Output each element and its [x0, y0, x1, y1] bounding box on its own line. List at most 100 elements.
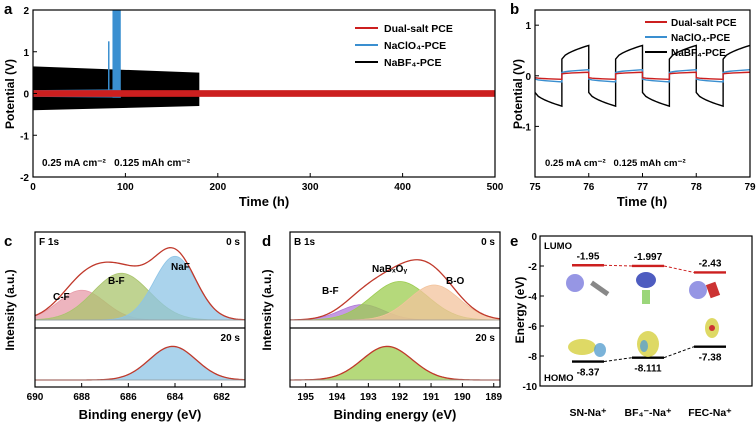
x-tick-label: 190: [454, 392, 471, 403]
series-naclo4-failure: [112, 10, 121, 98]
y-tick-label: 1: [23, 48, 29, 59]
lumo-value-label: -2.43: [699, 258, 722, 269]
molecule-fec: [705, 281, 721, 299]
panel-b-chart: 75 76 77 78 79 -1 0 1 Time (h) Potential (V) 0.…: [511, 9, 756, 209]
panel-a-xlabel: Time (h): [239, 194, 289, 209]
panel-e-chart: -10 -8 -6 -4 -2 0 -1.95 -8.37 -1.997 -8.111 -2.43 -…: [513, 232, 753, 419]
y-tick-label: -1: [522, 122, 531, 133]
x-tick-label: 193: [360, 392, 377, 403]
panel-b-annotation: 0.25 mA cm⁻² 0.125 mAh cm⁻²: [545, 158, 686, 169]
xps-envelope: [289, 259, 501, 321]
homo-value-label: -8.37: [577, 368, 600, 379]
panel-c-label-20s: 20 s: [221, 333, 241, 344]
panel-c-xlabel: Binding energy (eV): [79, 407, 202, 422]
y-tick-label: -2: [528, 262, 537, 273]
panel-d-frame: [289, 231, 501, 388]
orbital-homo-fec-2: [709, 325, 715, 331]
panel-c-label-0s: 0 s: [226, 237, 240, 248]
y-tick-label: -8: [528, 352, 537, 363]
x-tick-label: 686: [120, 392, 137, 403]
y-tick-label: 0: [531, 232, 537, 243]
lumo-value-label: -1.997: [634, 252, 663, 263]
legend-label: Dual-salt PCE: [384, 23, 453, 35]
x-tick-label: 78: [691, 182, 703, 193]
panel-d-title: B 1s: [294, 237, 316, 248]
panel-d-peak-bf: B-F: [322, 286, 339, 297]
y-tick-label: 0: [525, 72, 531, 83]
x-tick-label: 690: [27, 392, 44, 403]
homo-connector: [603, 357, 633, 363]
xps-peak-naf: [35, 346, 246, 381]
panel-letter-e: e: [510, 233, 518, 250]
homo-value-label: -8.111: [634, 364, 662, 375]
panel-b-legend: Dual-salt PCE NaClO₄-PCE NaBF₄-PCE: [645, 18, 737, 59]
panel-c-title: F 1s: [39, 237, 59, 248]
panel-a-annotation: 0.25 mA cm⁻² 0.125 mAh cm⁻²: [42, 158, 191, 169]
x-tick-label: 500: [487, 182, 504, 193]
panel-d-ylabel: Intensity (a.u.): [260, 269, 274, 350]
category-label: BF₄⁻-Na⁺: [624, 407, 671, 419]
panel-letter-a: a: [4, 1, 13, 18]
y-tick-label: 2: [23, 6, 29, 17]
panel-d-label-20s: 20 s: [476, 333, 496, 344]
x-tick-label: 200: [209, 182, 226, 193]
orbital-homo-sn: [568, 339, 596, 355]
category-label: FEC-Na⁺: [688, 407, 732, 419]
panel-b-ylabel: Potential (V): [511, 59, 525, 129]
x-tick-label: 400: [394, 182, 411, 193]
panel-d-chart: 195 194 193 192 191 190 189 B 1s 0 s 20 s B-F …: [260, 231, 503, 422]
lumo-value-label: -1.95: [577, 251, 600, 262]
category-label: SN-Na⁺: [569, 407, 607, 419]
xps-peak-nabxoy: [289, 346, 501, 381]
y-tick-label: -10: [523, 382, 538, 393]
x-tick-label: 0: [30, 182, 36, 193]
panel-e-lumo-label: LUMO: [544, 241, 572, 252]
molecule-sn: [590, 280, 610, 297]
panel-d-peak-bo: B-O: [446, 276, 465, 287]
x-tick-label: 194: [329, 392, 346, 403]
panel-a-ylabel: Potential (V): [3, 59, 17, 129]
homo-connector: [663, 346, 695, 359]
x-tick-label: 100: [117, 182, 134, 193]
series-dual-salt-band: [33, 90, 495, 97]
xps-envelope: [34, 247, 246, 321]
y-tick-label: 1: [525, 21, 531, 32]
panel-c-peak-naf: NaF: [171, 262, 190, 273]
orbital-homo-bf4-2: [640, 340, 648, 352]
lumo-connector: [603, 264, 633, 267]
panel-a-chart: 0 100 200 300 400 500 -2 -1 0 1 2 Time (h) Potenti…: [3, 6, 504, 209]
y-tick-label: 0: [23, 90, 29, 101]
y-tick-label: -6: [528, 322, 537, 333]
panel-d-peak-nabxoy: NaBₓOᵧ: [372, 264, 407, 275]
x-tick-label: 684: [167, 392, 184, 403]
lumo-connector: [663, 265, 695, 273]
x-tick-label: 76: [583, 182, 595, 193]
x-tick-label: 75: [529, 182, 541, 193]
panel-d-label-0s: 0 s: [481, 237, 495, 248]
panel-c-frame: [34, 231, 246, 388]
x-tick-label: 79: [744, 182, 756, 193]
panel-e-homo-label: HOMO: [544, 373, 574, 384]
x-tick-label: 688: [73, 392, 90, 403]
molecule-bf4: [642, 290, 650, 304]
legend-label: NaClO₄-PCE: [671, 33, 731, 44]
y-tick-label: -1: [20, 131, 29, 142]
y-tick-label: -4: [528, 292, 537, 303]
panel-b-xlabel: Time (h): [617, 194, 667, 209]
orbital-lumo-sn: [566, 274, 584, 292]
panel-e-ylabel: Energy (eV): [513, 277, 527, 344]
legend-label: NaClO₄-PCE: [384, 40, 446, 52]
panel-c-peak-cf: C-F: [53, 292, 70, 303]
panel-e-frame: [539, 235, 753, 387]
orbital-renderings: [566, 272, 721, 357]
x-tick-label: 195: [297, 392, 314, 403]
panel-c-peak-bf: B-F: [108, 276, 125, 287]
series-line: [534, 71, 751, 81]
legend-label: Dual-salt PCE: [671, 18, 737, 29]
panel-c-chart: 690 688 686 684 682 F 1s 0 s 20 s C-F B-F Na…: [3, 231, 246, 422]
x-tick-label: 682: [213, 392, 230, 403]
x-tick-label: 191: [423, 392, 440, 403]
orbital-lumo-bf4: [636, 272, 656, 288]
orbital-homo-sn-2: [594, 343, 606, 357]
